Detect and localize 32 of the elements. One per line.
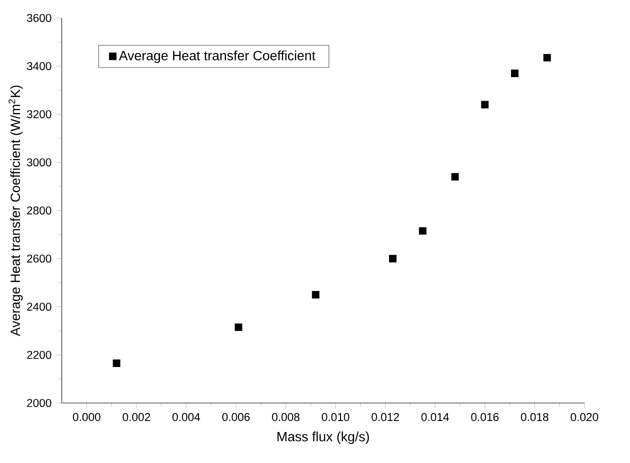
- x-tick-label: 0.012: [372, 413, 399, 422]
- point: [112, 360, 120, 368]
- point: [234, 323, 242, 331]
- y-tick-label: 3200: [26, 110, 52, 118]
- x-tick-label: 0.008: [272, 413, 300, 422]
- x-tick-label: 0.002: [122, 413, 150, 422]
- point: [481, 100, 489, 108]
- y-axis-title: Average Heat transfer Coefficient (W/m$^{2}$K): [8, 86, 23, 336]
- x-tick-label: 0.006: [222, 413, 250, 422]
- x-tick-label: 0.004: [172, 413, 200, 422]
- legend-label: Average Heat transfer Coefficient: [118, 50, 316, 63]
- x-tick-label: 0.014: [421, 413, 449, 422]
- y-tick-label: 2800: [27, 206, 52, 214]
- point: [389, 254, 397, 262]
- y-tick-label: 2000: [27, 398, 52, 408]
- x-tick-label: 0.016: [471, 413, 499, 422]
- x-axis-title: Mass flux (kg/s): [278, 432, 369, 444]
- point: [511, 70, 518, 78]
- y-tick-label: 3600: [26, 14, 52, 22]
- y-tick-label: 3400: [26, 62, 52, 70]
- point: [543, 54, 551, 62]
- y-tick-label: 2400: [27, 302, 52, 311]
- point: [418, 227, 426, 235]
- x-tick-label: 0.020: [570, 413, 598, 422]
- point: [451, 173, 459, 181]
- x-tick-label: 0.000: [72, 413, 100, 422]
- x-tick-label: 0.010: [322, 413, 350, 422]
- y-tick-label: 2200: [27, 350, 52, 359]
- y-tick-label: 3000: [26, 158, 52, 166]
- y-tick-label: 2600: [27, 254, 52, 263]
- point: [312, 290, 320, 298]
- x-tick-label: 0.018: [520, 413, 548, 422]
